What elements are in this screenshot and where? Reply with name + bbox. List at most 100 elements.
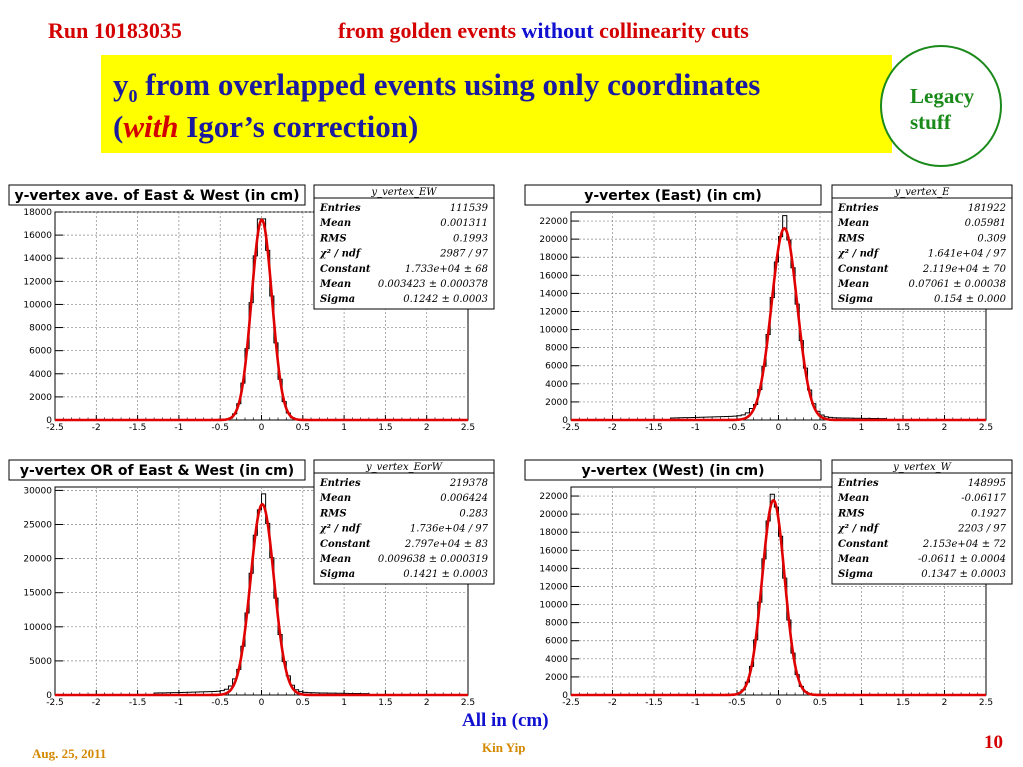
chart-panel-east: y-vertex (East) (in cm) -2.5 -2 -1.5 -1 -0.5 0… <box>524 184 1014 436</box>
subtitle-pre: from golden events <box>338 18 522 43</box>
stats-value: 148995 <box>968 478 1006 489</box>
stats-box <box>313 184 495 310</box>
stats-label: Mean <box>319 218 351 229</box>
chart-title: y-vertex (West) (in cm) <box>581 463 764 479</box>
stats-value: 2.797e+04 ± 83 <box>404 539 488 550</box>
y-tick-label: 15000 <box>23 589 52 599</box>
y-tick-label: 16000 <box>23 231 52 241</box>
histogram-series <box>55 493 468 696</box>
y-tick-label: 14000 <box>539 564 568 574</box>
legacy-badge: Legacy stuff <box>880 45 1002 167</box>
x-tick-label: 0.5 <box>296 698 310 708</box>
stats-value: 0.309 <box>977 233 1006 244</box>
x-tick-label: 1 <box>341 698 347 708</box>
stats-label: Constant <box>838 539 889 550</box>
stats-value: 0.006424 <box>440 493 488 504</box>
x-tick-label: 2 <box>424 423 430 433</box>
x-tick-label: 1.5 <box>378 698 392 708</box>
y-tick-label: 2000 <box>29 393 52 403</box>
y-tick-label: 12000 <box>539 582 568 592</box>
x-tick-label: 1.5 <box>896 423 910 433</box>
y-tick-label: 18000 <box>539 253 568 263</box>
x-tick-label: 0 <box>776 423 782 433</box>
slide-title-line2: (with Igor’s correction) <box>113 109 418 145</box>
footer-author: Kin Yip <box>482 740 526 755</box>
y-tick-label: 25000 <box>23 521 52 531</box>
units-note: All in (cm) <box>462 710 549 731</box>
stats-value: 0.1242 ± 0.0003 <box>403 294 488 305</box>
stats-label: RMS <box>837 233 865 244</box>
chart-title: y-vertex ave. of East & West (in cm) <box>14 188 299 204</box>
x-tick-label: 1.5 <box>378 423 392 433</box>
chart-title-box <box>8 459 306 481</box>
x-tick-label: 2.5 <box>461 423 475 433</box>
stats-label: Entries <box>837 203 879 214</box>
x-tick-label: 0.5 <box>296 423 310 433</box>
stats-value: 2987 / 97 <box>439 249 489 260</box>
y-tick-label: 2000 <box>545 673 568 683</box>
y-tick-label: 6000 <box>545 362 568 372</box>
stats-label: Mean <box>837 279 869 290</box>
y-tick-label: 8000 <box>29 324 52 334</box>
stats-label: Sigma <box>320 569 355 580</box>
y-tick-label: 0 <box>562 691 568 701</box>
stats-value: 1.641e+04 / 97 <box>928 249 1007 260</box>
title-with: with <box>123 109 179 144</box>
stats-value: -0.06117 <box>961 493 1006 504</box>
subtitle-without: without <box>521 18 594 43</box>
stats-label: χ² / ndf <box>319 524 362 535</box>
x-tick-label: 2.5 <box>461 698 475 708</box>
y-tick-label: 10000 <box>539 601 568 611</box>
chart-title-box <box>524 459 822 481</box>
stats-label: Sigma <box>838 569 873 580</box>
y-tick-label: 16000 <box>539 271 568 281</box>
y-tick-label: 14000 <box>539 289 568 299</box>
stats-value: 0.1421 ± 0.0003 <box>403 569 488 580</box>
x-tick-label: -2 <box>608 698 617 708</box>
x-tick-label: 2 <box>424 698 430 708</box>
footer-date: Aug. 25, 2011 <box>32 746 107 761</box>
y-tick-label: 18000 <box>539 528 568 538</box>
x-tick-label: -1 <box>174 698 183 708</box>
y-tick-label: 22000 <box>539 217 568 227</box>
y-tick-label: 0 <box>46 416 52 426</box>
stats-box <box>313 459 495 585</box>
chart-panel-ew: y-vertex ave. of East & West (in cm) -2.5… <box>8 184 496 436</box>
stats-label: χ² / ndf <box>319 249 362 260</box>
stats-value: 0.283 <box>459 508 488 519</box>
x-tick-label: -0.5 <box>728 698 746 708</box>
stats-box-title: y_vertex_W <box>892 462 952 473</box>
slide-title-line1: y0 from overlapped events using only coo… <box>113 67 760 107</box>
stats-box-title: y_vertex_E <box>894 187 951 198</box>
stats-value: 0.1347 ± 0.0003 <box>921 569 1006 580</box>
x-tick-label: -1 <box>691 423 700 433</box>
title-line2-text: Igor’s correction) <box>178 109 419 144</box>
subtitle: from golden events without collinearity … <box>338 18 749 44</box>
x-tick-label: -2 <box>92 698 101 708</box>
x-tick-label: 2 <box>942 423 948 433</box>
y-tick-label: 10000 <box>23 623 52 633</box>
stats-label: Mean <box>837 554 869 565</box>
y-tick-label: 20000 <box>23 555 52 565</box>
stats-label: χ² / ndf <box>837 249 880 260</box>
stats-value: 2.153e+04 ± 72 <box>922 539 1006 550</box>
y-tick-label: 0 <box>46 691 52 701</box>
stats-label: Constant <box>320 264 371 275</box>
stats-label: Entries <box>837 478 879 489</box>
stats-label: RMS <box>319 233 347 244</box>
x-tick-label: 1 <box>859 423 865 433</box>
x-tick-label: -1 <box>691 698 700 708</box>
stats-value: -0.0611 ± 0.0004 <box>918 554 1006 565</box>
x-tick-label: -2.5 <box>562 423 580 433</box>
x-tick-label: -1.5 <box>129 423 147 433</box>
x-tick-label: -1.5 <box>645 698 663 708</box>
stats-label: RMS <box>319 508 347 519</box>
gaussian-fit-curve <box>55 218 468 422</box>
stats-box <box>831 184 1013 310</box>
y-tick-label: 22000 <box>539 492 568 502</box>
y-tick-label: 6000 <box>29 347 52 357</box>
stats-label: Entries <box>319 478 361 489</box>
x-tick-label: -2 <box>92 423 101 433</box>
title-line1-text: from overlapped events using only coordi… <box>137 67 761 102</box>
y-tick-label: 4000 <box>545 380 568 390</box>
